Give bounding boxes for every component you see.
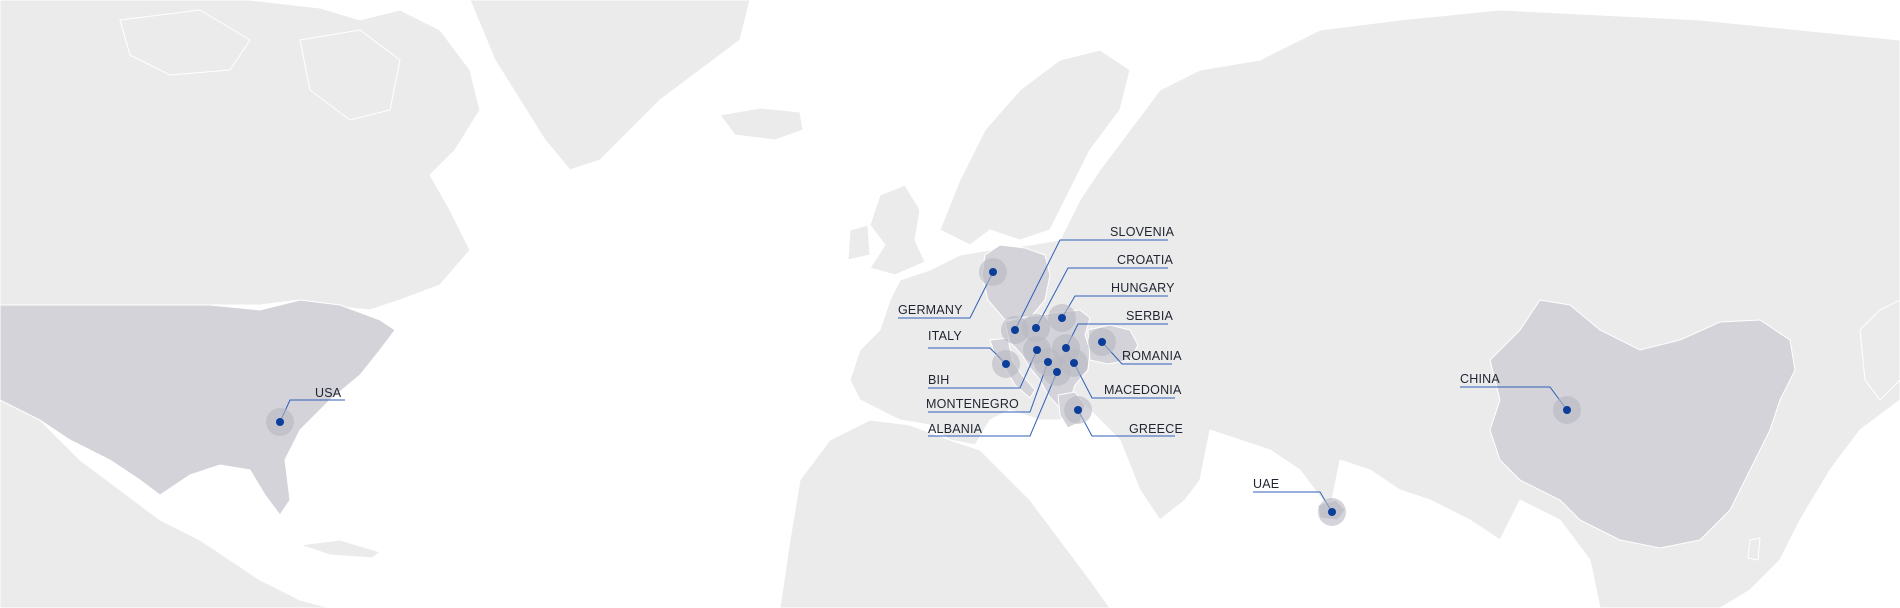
- leader-line-albania: [928, 371, 1058, 437]
- marker-dot-greece[interactable]: [1074, 406, 1082, 414]
- marker-label-montenegro: MONTENEGRO: [926, 397, 1019, 411]
- marker-label-greece: GREECE: [1129, 422, 1183, 436]
- leader-line-croatia: [1035, 267, 1168, 329]
- marker-label-china: CHINA: [1460, 372, 1500, 386]
- marker-dot-macedonia[interactable]: [1070, 359, 1078, 367]
- region-china: [1489, 299, 1796, 549]
- marker-dot-serbia[interactable]: [1062, 344, 1070, 352]
- land-iceland: [719, 107, 804, 141]
- region-usa: [0, 299, 396, 516]
- land-baffin: [299, 29, 401, 121]
- marker-dot-croatia[interactable]: [1032, 324, 1040, 332]
- marker-dot-bih[interactable]: [1033, 346, 1041, 354]
- land-africa: [779, 419, 1111, 608]
- land-japan: [1859, 299, 1900, 401]
- marker-label-hungary: HUNGARY: [1111, 281, 1175, 295]
- leader-line-montenegro: [928, 361, 1049, 413]
- marker-label-romania: ROMANIA: [1122, 349, 1182, 363]
- marker-label-albania: ALBANIA: [928, 422, 983, 436]
- marker-dot-slovenia[interactable]: [1011, 326, 1019, 334]
- land-ireland: [847, 224, 871, 261]
- marker-label-usa: USA: [315, 386, 342, 400]
- marker-dot-usa[interactable]: [276, 418, 284, 426]
- marker-labels: USA GERMANY ITALY BIH MONTENEGRO ALBANIA SLOVE…: [315, 225, 1500, 491]
- marker-dot-uae[interactable]: [1328, 508, 1336, 516]
- marker-dot-albania[interactable]: [1053, 368, 1061, 376]
- marker-label-bih: BIH: [928, 373, 949, 387]
- marker-dots: [276, 268, 1571, 516]
- leader-line-slovenia: [1014, 239, 1168, 331]
- marker-dot-montenegro[interactable]: [1044, 358, 1052, 366]
- marker-label-croatia: CROATIA: [1117, 253, 1173, 267]
- marker-dot-china[interactable]: [1563, 406, 1571, 414]
- land-cuba: [299, 539, 382, 559]
- land-scandinavia: [939, 49, 1131, 246]
- marker-label-uae: UAE: [1253, 477, 1279, 491]
- marker-label-serbia: SERBIA: [1126, 309, 1174, 323]
- land-uk: [869, 184, 926, 276]
- marker-label-italy: ITALY: [928, 329, 962, 343]
- marker-dot-italy[interactable]: [1002, 360, 1010, 368]
- leader-line-germany: [898, 271, 994, 319]
- marker-dot-romania[interactable]: [1098, 338, 1106, 346]
- marker-label-slovenia: SLOVENIA: [1110, 225, 1175, 239]
- marker-label-germany: GERMANY: [898, 303, 963, 317]
- land-taiwan: [1747, 537, 1761, 561]
- marker-dot-hungary[interactable]: [1058, 314, 1066, 322]
- marker-label-macedonia: MACEDONIA: [1104, 383, 1182, 397]
- land-greenland: [469, 0, 751, 171]
- land-mexico: [0, 399, 331, 608]
- marker-dot-germany[interactable]: [989, 268, 997, 276]
- land-arctic-islands: [119, 9, 251, 76]
